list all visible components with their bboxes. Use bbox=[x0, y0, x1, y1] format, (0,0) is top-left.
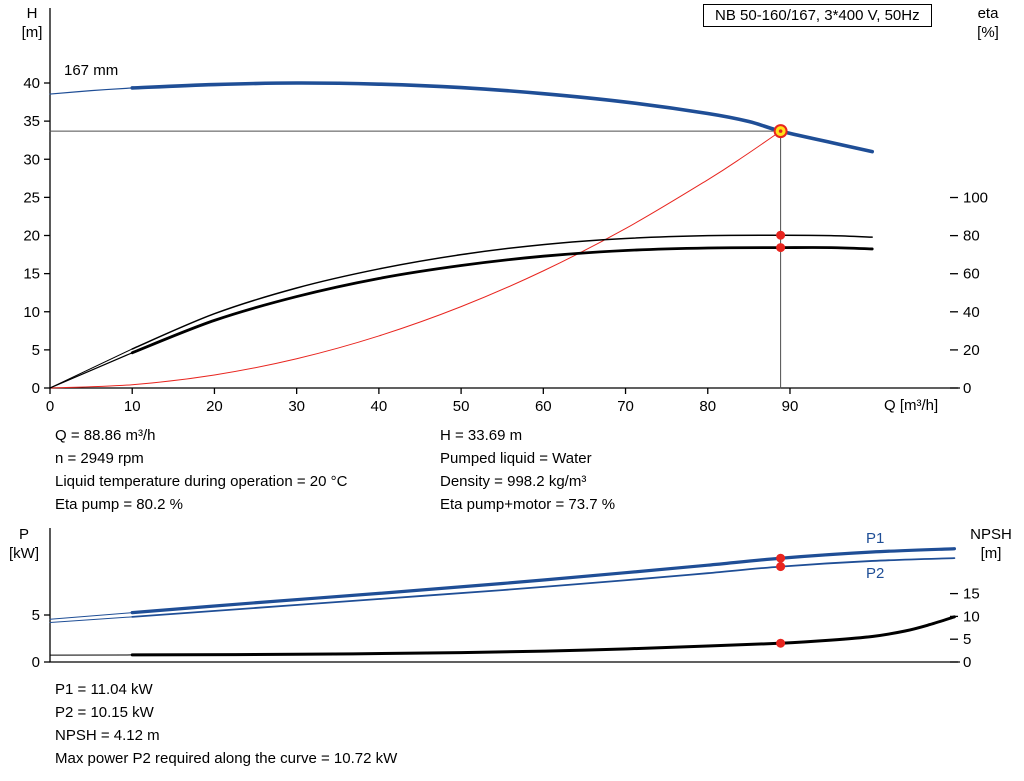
x-tick-label: 80 bbox=[699, 398, 716, 415]
x-tick-label: 30 bbox=[288, 398, 305, 415]
info-speed: n = 2949 rpm bbox=[55, 450, 144, 467]
x-tick-label: 70 bbox=[617, 398, 634, 415]
p1-curve bbox=[130, 547, 957, 615]
left-tick-label: 35 bbox=[23, 113, 40, 130]
left-tick-label: 10 bbox=[23, 304, 40, 321]
info-eta-pump: Eta pump = 80.2 % bbox=[55, 496, 183, 513]
npsh-axis-title-symbol: NPSH bbox=[970, 526, 1012, 543]
right-tick-label: 20 bbox=[963, 342, 980, 359]
p2-curve bbox=[131, 557, 956, 618]
npsh-curve bbox=[130, 615, 956, 657]
x-tick-label: 50 bbox=[453, 398, 470, 415]
h-axis-title-symbol: H bbox=[26, 5, 38, 22]
right-tick-label: 10 bbox=[963, 608, 980, 625]
info-density: Density = 998.2 kg/m³ bbox=[440, 473, 587, 490]
left-tick-label: 25 bbox=[23, 189, 40, 206]
p-axis-title: P [kW] bbox=[4, 525, 44, 563]
eta-pump-motor-point bbox=[776, 243, 786, 253]
p2-curve-label: P2 bbox=[866, 565, 885, 582]
power-npsh-chart: 0 5 0 5 10 15 bbox=[32, 528, 980, 671]
head-curve-lead bbox=[49, 87, 133, 95]
p2-curve-lead bbox=[49, 616, 133, 624]
eta-axis-title-symbol: eta bbox=[977, 5, 999, 22]
info-head: H = 33.69 m bbox=[440, 427, 523, 444]
x-tick-label: 20 bbox=[206, 398, 223, 415]
p1-curve-label: P1 bbox=[866, 530, 885, 547]
p1-curve-lead bbox=[49, 612, 133, 620]
left-tick-label: 0 bbox=[32, 654, 40, 671]
impeller-diameter-label: 167 mm bbox=[64, 62, 119, 79]
info-npsh: NPSH = 4.12 m bbox=[55, 727, 160, 744]
left-tick-label: 15 bbox=[23, 266, 40, 283]
p1-point bbox=[776, 553, 786, 563]
info-p2: P2 = 10.15 kW bbox=[55, 704, 154, 721]
q-axis-title: Q [m³/h] bbox=[884, 397, 939, 414]
right-tick-label: 40 bbox=[963, 304, 980, 321]
right-tick-label: 0 bbox=[963, 654, 971, 671]
npsh-axis-title-unit: [m] bbox=[980, 545, 1002, 562]
info-liquid-temperature: Liquid temperature during operation = 20… bbox=[55, 473, 348, 490]
left-tick-label: 30 bbox=[23, 151, 40, 168]
eta-pump-point bbox=[776, 230, 786, 240]
x-tick-label: 90 bbox=[782, 398, 799, 415]
left-tick-label: 5 bbox=[32, 607, 40, 624]
right-tick-label: 0 bbox=[963, 380, 971, 397]
left-tick-label: 40 bbox=[23, 75, 40, 92]
x-tick-label: 60 bbox=[535, 398, 552, 415]
right-tick-label: 15 bbox=[963, 586, 980, 603]
x-tick-label: 40 bbox=[371, 398, 388, 415]
right-tick-label: 5 bbox=[963, 631, 971, 648]
info-p1: P1 = 11.04 kW bbox=[55, 681, 153, 698]
p-axis-title-symbol: P bbox=[18, 526, 29, 543]
info-flow: Q = 88.86 m³/h bbox=[55, 427, 156, 444]
p-axis-title-unit: [kW] bbox=[9, 545, 39, 562]
info-eta-pump-motor: Eta pump+motor = 73.7 % bbox=[440, 496, 616, 513]
npsh-point bbox=[776, 638, 786, 648]
h-axis-title: H [m] bbox=[12, 4, 52, 42]
head-curve bbox=[130, 81, 874, 154]
left-tick-label: 20 bbox=[23, 228, 40, 245]
pump-title-box: NB 50-160/167, 3*400 V, 50Hz bbox=[703, 4, 932, 27]
eta-axis-title: eta [%] bbox=[966, 4, 1010, 42]
x-tick-label: 0 bbox=[46, 398, 54, 415]
eta-pump-motor-curve bbox=[130, 246, 874, 355]
right-tick-label: 60 bbox=[963, 266, 980, 283]
eta-axis-title-unit: [%] bbox=[977, 24, 999, 41]
info-max-power: Max power P2 required along the curve = … bbox=[55, 750, 398, 767]
system-curve bbox=[49, 130, 782, 389]
eta-pump-curve bbox=[131, 234, 873, 350]
x-tick-label: 10 bbox=[124, 398, 141, 415]
info-pumped-liquid: Pumped liquid = Water bbox=[440, 450, 592, 467]
h-axis-title-unit: [m] bbox=[21, 24, 43, 41]
duty-point-center bbox=[778, 129, 783, 133]
eta-pump-motor-lead bbox=[49, 352, 133, 389]
left-tick-label: 5 bbox=[32, 342, 40, 359]
npsh-axis-title: NPSH [m] bbox=[962, 525, 1020, 563]
right-tick-label: 100 bbox=[963, 190, 988, 207]
p2-point bbox=[776, 562, 786, 572]
right-tick-label: 80 bbox=[963, 228, 980, 245]
left-tick-label: 0 bbox=[32, 380, 40, 397]
head-efficiency-chart: 0 5 10 15 20 25 30 35 40 0 20 40 60 80 100 0 10 20 30 40 50 6… bbox=[23, 8, 988, 415]
